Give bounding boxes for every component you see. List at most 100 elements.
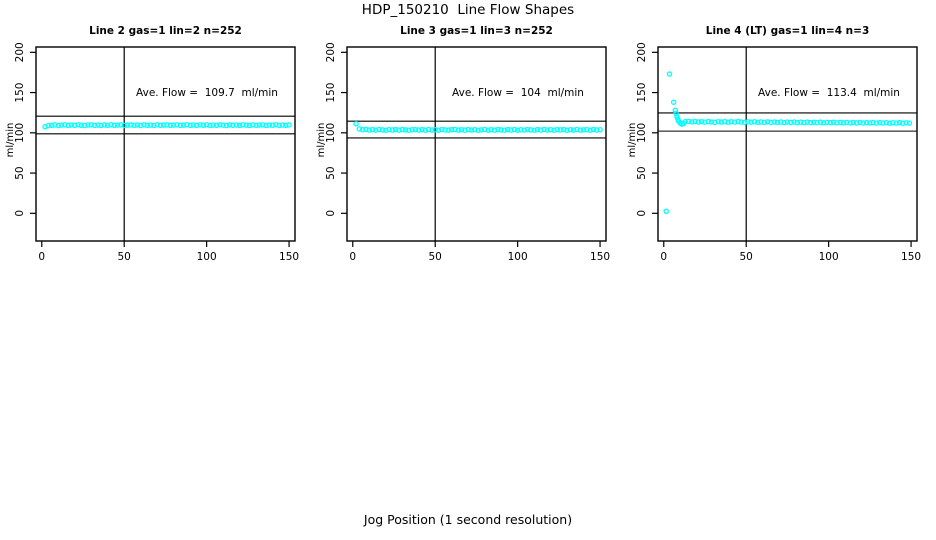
flow-point [85,122,91,128]
panel-title-line-4: Line 4 (LT) gas=1 lin=4 n=3 [705,25,870,37]
flow-point [273,122,279,128]
flow-point [203,122,210,128]
flow-point [353,120,359,127]
x-tick-label: 50 [429,251,442,263]
flow-point [190,122,197,128]
flow-point [402,127,409,133]
panel-line-2: Line 2 gas=1 lin=2 n=252 ml/min Ave. Flo… [0,20,320,282]
flow-point [220,122,226,128]
flow-point [745,119,751,125]
flow-point [253,122,259,129]
flow-point [771,119,777,125]
flow-point [269,122,276,128]
flow-point [389,127,396,133]
figure-title: HDP_150210 Line Flow Shapes [361,2,575,18]
flow-point [256,122,263,128]
flow-point [373,127,379,133]
flow-point [429,127,435,133]
flow-point [48,122,55,129]
flow-point [386,126,392,133]
ave-flow-annotation: Ave. Flow = 109.7 ml/min [136,87,278,99]
flow-point [396,127,402,133]
flow-point [511,126,518,133]
flow-point [692,118,698,125]
y-tick-label: 0 [14,210,26,217]
flow-point [508,127,514,133]
flow-point [718,119,725,125]
flow-point [867,120,873,126]
flow-point [118,122,124,128]
flow-point [764,119,771,125]
flow-point [259,122,266,128]
flow-point [870,119,876,126]
flow-point [735,118,741,125]
flow-point [883,119,890,126]
flow-point [853,120,860,126]
flow-point [702,119,708,125]
flow-point [187,122,193,129]
flow-point [748,119,754,125]
flow-point [698,118,705,125]
flow-point [695,119,702,125]
flow-point [207,122,213,129]
y-tick-label: 150 [325,83,337,103]
flow-point [554,126,560,133]
flow-point [498,127,504,133]
flow-point [65,122,71,129]
flow-point [111,122,118,129]
y-tick-label: 50 [636,166,648,179]
flow-point [847,120,853,126]
flow-point [712,119,718,126]
flow-point [528,127,534,133]
flow-point [784,119,791,125]
flow-point [445,127,452,133]
flow-point [574,126,580,133]
plot-area-line-2: 0 50 100 150 0 50 100 150 200 [14,42,299,263]
flow-point [108,122,114,128]
flow-point [114,122,121,128]
flow-point [488,127,495,133]
flow-point [174,122,180,128]
flow-point [439,126,445,133]
flow-point [580,127,587,133]
flow-point [860,120,867,126]
flow-point [890,119,896,126]
flow-point [741,119,748,126]
flow-point [893,120,899,126]
flow-point [876,119,883,126]
flow-point [283,122,289,128]
flow-point [880,120,886,126]
flow-point [356,126,363,132]
flow-point [276,122,282,129]
flow-point [807,119,814,126]
flow-point [230,122,236,128]
flow-point [873,120,880,126]
plot-area-line-3: 0 50 100 150 0 50 100 150 200 [325,42,610,263]
flow-point [279,122,286,128]
flow-point [801,119,807,126]
flow-point [597,127,603,133]
flow-point [98,122,104,129]
flow-point [518,127,524,133]
flow-point [863,119,870,126]
flow-point [672,107,679,114]
flow-point [670,99,677,105]
flow-point [412,126,419,133]
flow-point [52,122,58,128]
flow-point [233,122,240,128]
plot-box [35,46,296,242]
flow-point [226,122,233,128]
flow-point [557,127,564,133]
flow-point [250,122,256,128]
y-tick-label: 100 [325,123,337,143]
flow-point [432,127,438,133]
flow-point [263,122,269,129]
flow-point [379,127,386,133]
flow-point [91,122,98,129]
flow-point [359,127,366,133]
flow-point [147,122,154,128]
flow-point [791,119,797,125]
flow-point [425,126,432,133]
flow-point [409,127,415,133]
flow-point [774,119,781,126]
